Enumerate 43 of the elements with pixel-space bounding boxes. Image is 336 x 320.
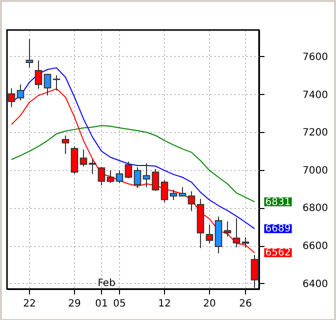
x-tick-label: 29 bbox=[68, 298, 81, 310]
data-label: 6689 bbox=[265, 224, 291, 235]
x-tick-label: 01 bbox=[95, 298, 108, 310]
candlestick bbox=[250, 254, 258, 288]
x-tick-label: 20 bbox=[203, 298, 216, 310]
candlestick bbox=[116, 170, 124, 184]
y-tick-label: 7000 bbox=[302, 165, 328, 176]
candlestick bbox=[152, 168, 160, 192]
candlestick bbox=[16, 84, 24, 102]
candlestick bbox=[134, 166, 142, 188]
annotation: Feb bbox=[98, 278, 116, 289]
line-series bbox=[11, 88, 255, 254]
line-series bbox=[11, 124, 255, 202]
candlestick bbox=[26, 38, 34, 68]
candlestick bbox=[188, 190, 196, 212]
candlestick bbox=[142, 162, 150, 188]
candlestick bbox=[80, 148, 88, 167]
candlestick bbox=[160, 180, 168, 203]
x-tick-label: 12 bbox=[158, 298, 171, 310]
candlestick bbox=[70, 146, 78, 174]
candlestick bbox=[44, 73, 52, 96]
candlestick bbox=[62, 134, 70, 154]
x-tick-label: 22 bbox=[23, 298, 36, 310]
y-tick-label: 7200 bbox=[302, 128, 328, 139]
y-tick-label: 6800 bbox=[302, 203, 328, 214]
y-tick-label: 6600 bbox=[302, 241, 328, 252]
x-tick-label: 05 bbox=[113, 298, 126, 310]
candlestick bbox=[242, 236, 250, 248]
y-tick-label: 7600 bbox=[302, 52, 328, 63]
candlestick bbox=[8, 88, 16, 108]
y-tick-label: 7400 bbox=[302, 90, 328, 101]
candlestick bbox=[98, 166, 106, 186]
candlestick bbox=[232, 218, 240, 248]
x-tick-label: 26 bbox=[239, 298, 252, 310]
candlestick bbox=[206, 224, 214, 244]
data-label: 6562 bbox=[265, 248, 291, 259]
candlestick bbox=[170, 189, 178, 200]
candlestick bbox=[34, 60, 42, 90]
candlestick bbox=[124, 161, 132, 179]
data-label: 6831 bbox=[265, 196, 291, 208]
y-tick-label: 6400 bbox=[302, 278, 328, 290]
candlestick bbox=[224, 221, 232, 237]
candlestick bbox=[106, 170, 114, 184]
